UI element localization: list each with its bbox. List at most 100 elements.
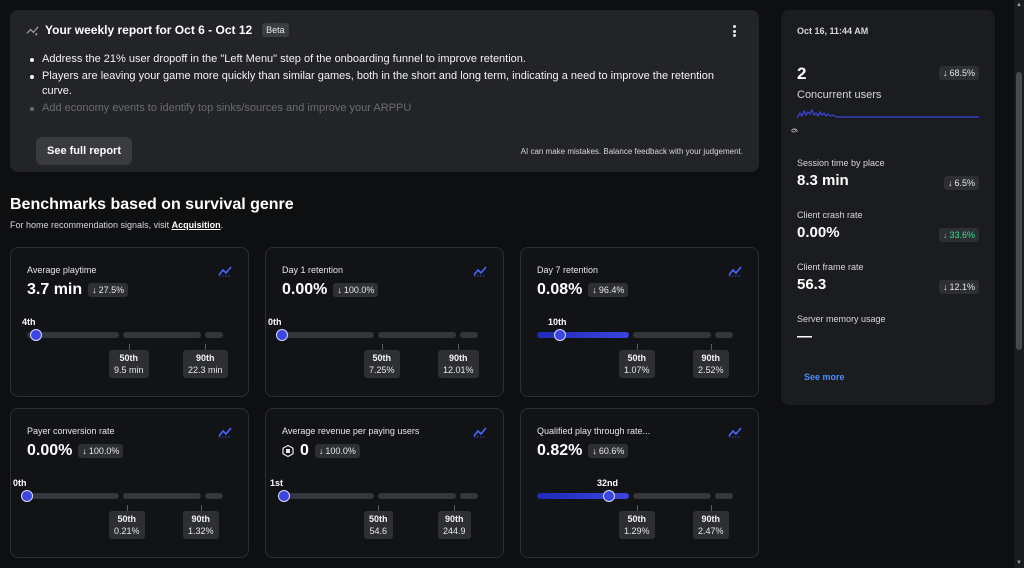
scroll-up-icon[interactable]: ▲ [1016,2,1022,8]
arrow-down-icon: ↓ [592,446,597,456]
concurrent-change-badge: ↓ 68.5% [938,66,979,80]
percentile-track-high [715,332,733,338]
percentile-marker[interactable] [603,490,615,502]
p50-tick: 50th 54.6 [364,505,393,539]
side-metric[interactable]: Client crash rate 0.00% ↓ 33.6% [797,210,979,242]
weekly-report-panel: Your weekly report for Oct 6 - Oct 12 Be… [10,10,759,172]
change-badge: ↓ 60.6% [588,444,629,458]
benchmark-card[interactable]: Day 7 retention 0.08% ↓ 96.4% 10th 50th … [520,247,759,397]
trend-icon[interactable] [728,426,742,438]
benchmark-card[interactable]: Qualified play through rate... 0.82% ↓ 6… [520,408,759,558]
metric-label: Session time by place [797,158,885,168]
card-value: 3.7 min [27,281,83,298]
metric-label: Client frame rate [797,262,864,272]
card-value: 0.08% [537,281,583,298]
scroll-down-icon[interactable]: ▼ [1016,560,1022,566]
card-value-row: 0.00% ↓ 100.0% [282,281,379,299]
percentile-track-mid [633,332,711,338]
beta-badge: Beta [262,23,289,37]
arrow-down-icon: ↓ [337,285,342,295]
percentile-label: 10th [548,317,567,327]
sparkline-axis-mark: 9 [790,128,800,133]
report-bullet: Address the 21% user dropoff in the "Lef… [26,52,746,67]
card-value-row: 0.08% ↓ 96.4% [537,281,629,299]
report-bullet: Players are leaving your game more quick… [26,69,746,99]
trend-icon[interactable] [218,426,232,438]
arrow-down-icon: ↓ [92,285,97,295]
percentile-label: 0th [268,317,282,327]
arrow-down-icon: ↓ [947,178,953,188]
metric-value: — [797,328,812,345]
percentile-marker[interactable] [21,490,33,502]
acquisition-link[interactable]: Acquisition [171,220,221,230]
benchmark-card[interactable]: Day 1 retention 0.00% ↓ 100.0% 0th 50th … [265,247,504,397]
report-title: Your weekly report for Oct 6 - Oct 12 [45,23,253,37]
side-metric[interactable]: Server memory usage — [797,314,979,345]
percentile-track-low [282,493,374,499]
benchmarks-title: Benchmarks based on survival genre [10,196,294,213]
timestamp: Oct 16, 11:44 AM [797,26,869,36]
trend-icon[interactable] [218,265,232,277]
report-bullet: Add economy events to identify top sinks… [26,101,746,116]
metric-change-badge: ↓ 6.5% [943,176,979,190]
subtitle-suffix: . [220,220,224,230]
percentile-track-mid [378,493,456,499]
percentile-track-low [282,332,374,338]
trend-icon[interactable] [473,426,487,438]
percentile-track-mid [123,493,201,499]
sparkle-icon [26,25,39,35]
arrow-down-icon: ↓ [942,282,948,292]
change-badge: ↓ 27.5% [88,283,129,297]
percentile-marker[interactable] [278,490,290,502]
see-more-link[interactable]: See more [804,372,845,382]
benchmark-card[interactable]: Payer conversion rate 0.00% ↓ 100.0% 0th… [10,408,249,558]
percentile-track-mid [633,493,711,499]
arrow-down-icon: ↓ [318,446,324,456]
percentile-track-low [27,493,119,499]
p90-tick: 90th 1.32% [183,505,219,539]
arrow-down-icon: ↓ [592,285,597,295]
change-badge: ↓ 100.0% [78,444,124,458]
percentile-track-high [715,493,733,499]
concurrent-users-label: Concurrent users [797,89,882,101]
scrollbar-thumb[interactable] [1016,72,1022,350]
side-metric[interactable]: Client frame rate 56.3 ↓ 12.1% [797,262,979,294]
percentile-track-low [27,332,119,338]
card-value: 0.00% [282,281,328,298]
report-bullets: Address the 21% user dropoff in the "Lef… [26,52,746,118]
arrow-down-icon: ↓ [942,230,948,240]
percentile-marker[interactable] [276,329,288,341]
p50-tick: 50th 1.07% [619,344,655,378]
card-label: Day 7 retention [537,265,599,275]
trend-icon[interactable] [728,265,742,277]
metric-value: 8.3 min [797,172,849,189]
card-value: 0.82% [537,442,583,459]
realtime-panel: Oct 16, 11:44 AM 2 ↓ 68.5% Concurrent us… [781,10,995,405]
p50-tick: 50th 0.21% [109,505,145,539]
metric-change-badge: ↓ 12.1% [938,280,979,294]
percentile-track-high [460,493,478,499]
trend-icon[interactable] [473,265,487,277]
report-header: Your weekly report for Oct 6 - Oct 12 Be… [26,23,289,37]
card-label: Payer conversion rate [27,426,115,436]
change-badge: ↓ 100.0% [333,283,379,297]
card-value-row: 3.7 min ↓ 27.5% [27,281,129,299]
benchmark-card[interactable]: Average playtime 3.7 min ↓ 27.5% 4th 50t… [10,247,249,397]
p50-tick: 50th 9.5 min [109,344,149,378]
percentile-marker[interactable] [554,329,566,341]
percentile-track-high [205,332,223,338]
card-value-row: 0 ↓ 100.0% [282,442,360,460]
see-full-report-button[interactable]: See full report [36,137,132,165]
benchmark-card[interactable]: Average revenue per paying users 0 ↓ 100… [265,408,504,558]
side-metric[interactable]: Session time by place 8.3 min ↓ 6.5% [797,158,979,190]
change-badge: ↓ 100.0% [314,444,360,458]
more-options-icon[interactable] [729,24,739,38]
percentile-label: 4th [22,317,36,327]
benchmarks-subtitle: For home recommendation signals, visit A… [10,220,223,230]
percentile-track-low [537,332,629,338]
card-value: 0 [300,442,309,459]
scrollbar[interactable]: ▲ ▼ [1014,0,1024,568]
card-value-row: 0.00% ↓ 100.0% [27,442,124,460]
concurrent-users-sparkline [797,108,979,119]
percentile-marker[interactable] [30,329,42,341]
